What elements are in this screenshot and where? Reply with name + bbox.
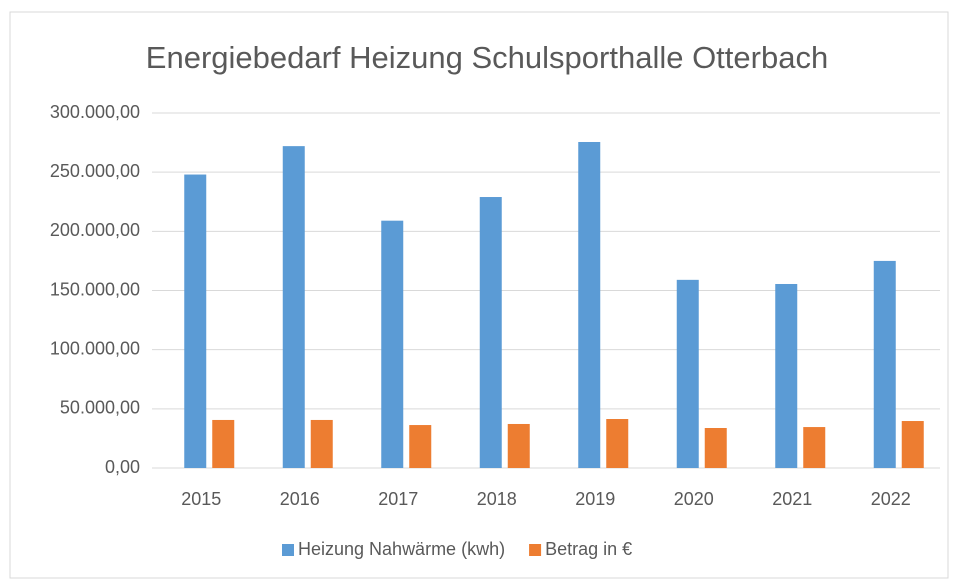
bar xyxy=(704,428,727,468)
x-tick-label: 2022 xyxy=(871,489,911,509)
x-tick-label: 2020 xyxy=(674,489,714,509)
bar xyxy=(184,174,207,469)
bar xyxy=(775,283,798,468)
x-tick-label: 2016 xyxy=(280,489,320,509)
legend-label: Heizung Nahwärme (kwh) xyxy=(298,539,505,559)
bar xyxy=(676,279,699,468)
y-tick-label: 300.000,00 xyxy=(50,102,140,122)
bar xyxy=(282,146,305,468)
bar xyxy=(479,197,502,468)
y-tick-label: 250.000,00 xyxy=(50,161,140,181)
legend-swatch xyxy=(529,544,542,556)
y-tick-label: 50.000,00 xyxy=(60,398,140,418)
bar xyxy=(803,427,826,468)
chart-title: Energiebedarf Heizung Schulsporthalle Ot… xyxy=(146,40,828,75)
y-tick-label: 0,00 xyxy=(105,457,140,477)
bar xyxy=(310,419,333,468)
bar xyxy=(901,421,924,468)
y-tick-label: 100.000,00 xyxy=(50,338,140,358)
legend-label: Betrag in € xyxy=(545,539,632,559)
bar xyxy=(606,419,629,468)
y-tick-label: 200.000,00 xyxy=(50,220,140,240)
x-tick-label: 2015 xyxy=(181,489,221,509)
bar xyxy=(409,425,432,468)
x-tick-label: 2017 xyxy=(378,489,418,509)
bar xyxy=(578,141,601,468)
x-tick-label: 2021 xyxy=(772,489,812,509)
x-tick-label: 2018 xyxy=(477,489,517,509)
bar xyxy=(381,220,404,468)
bar xyxy=(507,423,530,468)
bar xyxy=(873,260,896,468)
bar xyxy=(212,419,235,468)
legend-swatch xyxy=(282,544,294,556)
x-tick-label: 2019 xyxy=(575,489,615,509)
y-tick-label: 150.000,00 xyxy=(50,279,140,299)
